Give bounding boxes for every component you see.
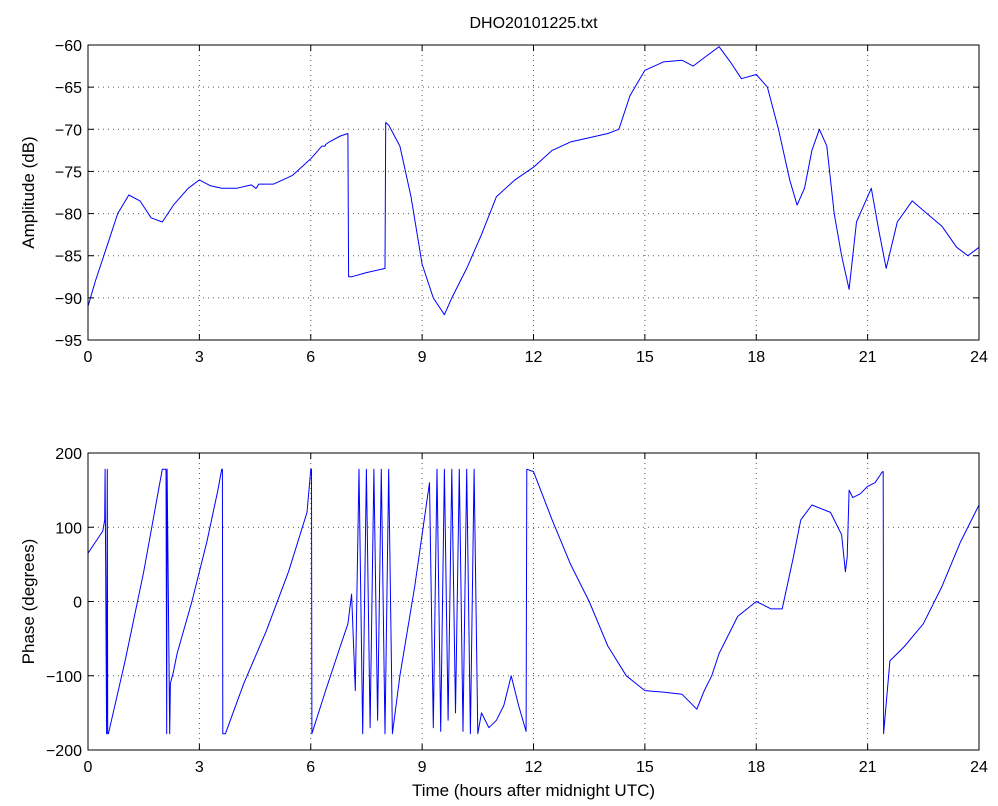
phase-xtick-label: 12 bbox=[525, 759, 543, 776]
phase-xtick-label: 9 bbox=[418, 759, 427, 776]
phase-ytick-label: 100 bbox=[55, 520, 82, 537]
amplitude-xtick-label: 0 bbox=[84, 349, 93, 366]
amplitude-ytick-label: −80 bbox=[55, 207, 82, 224]
amplitude-ytick-label: −60 bbox=[55, 38, 82, 55]
phase-ytick-label: −200 bbox=[46, 743, 82, 760]
phase-ylabel: Phase (degrees) bbox=[19, 539, 38, 665]
phase-xtick-label: 15 bbox=[636, 759, 654, 776]
amplitude-xtick-label: 9 bbox=[418, 349, 427, 366]
phase-xtick-label: 18 bbox=[747, 759, 765, 776]
amplitude-xtick-label: 18 bbox=[747, 349, 765, 366]
amplitude-ytick-label: −65 bbox=[55, 80, 82, 97]
amplitude-ytick-label: −75 bbox=[55, 164, 82, 181]
phase-ytick-label: −100 bbox=[46, 669, 82, 686]
phase-xtick-label: 21 bbox=[859, 759, 877, 776]
phase-series bbox=[87, 468, 980, 735]
phase-xtick-label: 0 bbox=[84, 759, 93, 776]
phase-ticks: 0 3 6 9 12 15 18 21 24 −200 −100 0 100 200 bbox=[46, 446, 988, 776]
phase-xtick-label: 3 bbox=[195, 759, 204, 776]
phase-xtick-label: 6 bbox=[306, 759, 315, 776]
amplitude-ylabel: Amplitude (dB) bbox=[19, 136, 38, 248]
phase-xlabel: Time (hours after midnight UTC) bbox=[412, 781, 655, 800]
amplitude-ytick-label: −95 bbox=[55, 333, 82, 350]
amplitude-xtick-label: 6 bbox=[306, 349, 315, 366]
amplitude-xtick-label: 24 bbox=[970, 349, 988, 366]
amplitude-series bbox=[87, 46, 980, 316]
amplitude-xtick-label: 12 bbox=[525, 349, 543, 366]
amplitude-ytick-label: −70 bbox=[55, 122, 82, 139]
amplitude-grid bbox=[88, 45, 979, 340]
amplitude-series-line bbox=[87, 46, 980, 316]
phase-panel: 0 3 6 9 12 15 18 21 24 −200 −100 0 100 200 Phase (deg… bbox=[19, 446, 988, 800]
phase-xtick-label: 24 bbox=[970, 759, 988, 776]
amplitude-xtick-label: 21 bbox=[859, 349, 877, 366]
amplitude-xtick-label: 15 bbox=[636, 349, 654, 366]
phase-grid bbox=[88, 453, 979, 750]
chart-title: DHO20101225.txt bbox=[469, 15, 598, 32]
phase-ytick-label: 200 bbox=[55, 446, 82, 463]
amplitude-xtick-label: 3 bbox=[195, 349, 204, 366]
phase-series-line bbox=[87, 468, 980, 735]
amplitude-ytick-label: −90 bbox=[55, 291, 82, 308]
amplitude-ytick-label: −85 bbox=[55, 249, 82, 266]
amplitude-panel: 0 3 6 9 12 15 18 21 24 −95 −90 −85 −80 −75 −70 −65 −60 A… bbox=[19, 38, 988, 366]
amplitude-ticks: 0 3 6 9 12 15 18 21 24 −95 −90 −85 −80 −75 −70 −65 −60 bbox=[55, 38, 988, 366]
phase-ytick-label: 0 bbox=[73, 595, 82, 612]
